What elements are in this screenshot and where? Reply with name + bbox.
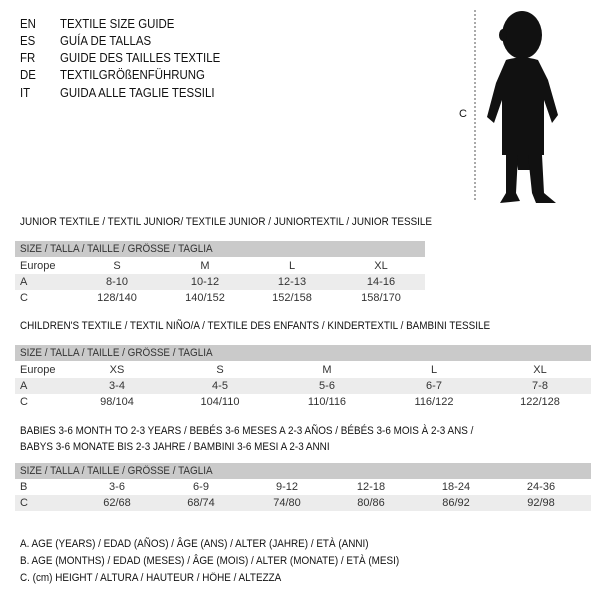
table-cell: 3-4	[109, 380, 125, 392]
size-header: SIZE / TALLA / TAILLE / GRÖSSE / TAGLIA	[15, 345, 591, 361]
lang-code: EN	[20, 16, 36, 31]
table-cell: XL	[533, 364, 547, 376]
size-header-label: SIZE / TALLA / TAILLE / GRÖSSE / TAGLIA	[20, 347, 213, 359]
table-row: B 3-6 6-9 9-12 12-18 18-24 24-36	[15, 479, 591, 495]
table-cell: 6-7	[426, 380, 442, 392]
table-cell: 140/152	[185, 292, 225, 304]
table-cell: 24-36	[526, 481, 556, 493]
row-key: B	[20, 481, 28, 493]
table-cell: 5-6	[319, 380, 335, 392]
table-cell: 4-5	[212, 380, 228, 392]
row-key: C	[20, 292, 28, 304]
table-cell: 158/170	[361, 292, 401, 304]
lang-code: DE	[20, 67, 36, 82]
table-cell: M	[200, 260, 210, 272]
legend-a: A. AGE (YEARS) / EDAD (AÑOS) / ÂGE (ANS)…	[20, 538, 369, 550]
table-cell: 6-9	[193, 481, 209, 493]
table-cell: XL	[374, 260, 388, 272]
section-title-babies-2: BABYS 3-6 MONATE BIS 2-3 JAHRE / BAMBINI…	[20, 441, 330, 453]
size-header: SIZE / TALLA / TAILLE / GRÖSSE / TAGLIA	[15, 463, 591, 479]
table-cell: XS	[109, 364, 125, 376]
guide-title: GUÍA DE TALLAS	[60, 33, 152, 48]
legend-c: C. (cm) HEIGHT / ALTURA / HAUTEUR / HÖHE…	[20, 572, 282, 584]
table-cell: L	[430, 364, 438, 376]
table-cell: L	[288, 260, 296, 272]
table-cell: 14-16	[366, 276, 396, 288]
table-row: A 8-10 10-12 12-13 14-16	[15, 274, 425, 290]
table-cell: 10-12	[190, 276, 220, 288]
table-cell: 8-10	[105, 276, 129, 288]
table-cell: M	[322, 364, 332, 376]
lang-code: IT	[20, 85, 31, 100]
row-key: C	[20, 396, 28, 408]
size-header-label: SIZE / TALLA / TAILLE / GRÖSSE / TAGLIA	[20, 243, 213, 255]
row-key: A	[20, 380, 28, 392]
table-cell: S	[113, 260, 121, 272]
guide-title: GUIDE DES TAILLES TEXTILE	[60, 50, 221, 65]
table-cell: 98/104	[100, 396, 134, 408]
table-cell: 74/80	[273, 497, 301, 509]
table-cell: 12-18	[356, 481, 386, 493]
section-title-children: CHILDREN'S TEXTILE / TEXTIL NIÑO/A / TEX…	[20, 320, 491, 332]
table-cell: 68/74	[187, 497, 215, 509]
table-row: C 98/104 104/110 110/116 116/122 122/128	[15, 394, 591, 410]
row-key: Europe	[20, 260, 56, 272]
table-cell: 18-24	[441, 481, 471, 493]
baby-silhouette-icon	[474, 10, 558, 203]
height-label: C	[459, 108, 467, 120]
table-cell: S	[216, 364, 224, 376]
table-cell: 128/140	[97, 292, 137, 304]
size-header-label: SIZE / TALLA / TAILLE / GRÖSSE / TAGLIA	[20, 465, 213, 477]
table-cell: 122/128	[520, 396, 560, 408]
size-header: SIZE / TALLA / TAILLE / GRÖSSE / TAGLIA	[15, 241, 425, 257]
table-cell: 3-6	[109, 481, 125, 493]
legend-b: B. AGE (MONTHS) / EDAD (MESES) / ÂGE (MO…	[20, 555, 400, 567]
table-cell: 12-13	[277, 276, 307, 288]
table-row: C 62/68 68/74 74/80 80/86 86/92 92/98	[15, 495, 591, 511]
table-row: A 3-4 4-5 5-6 6-7 7-8	[15, 378, 591, 394]
table-cell: 104/110	[200, 396, 240, 408]
table-cell: 62/68	[103, 497, 131, 509]
guide-title: TEXTILGRÖßENFÜHRUNG	[60, 67, 205, 82]
row-key: A	[20, 276, 28, 288]
guide-title: GUIDA ALLE TAGLIE TESSILI	[60, 85, 215, 100]
table-cell: 86/92	[442, 497, 470, 509]
table-row: C 128/140 140/152 152/158 158/170	[15, 290, 425, 306]
table-row: Europe S M L XL	[15, 258, 425, 274]
table-cell: 9-12	[275, 481, 299, 493]
guide-title: TEXTILE SIZE GUIDE	[60, 16, 175, 31]
table-cell: 152/158	[272, 292, 312, 304]
table-cell: 110/116	[307, 396, 347, 408]
row-key: C	[20, 497, 28, 509]
section-title-babies-1: BABIES 3-6 MONTH TO 2-3 YEARS / BEBÉS 3-…	[20, 425, 474, 437]
table-cell: 116/122	[414, 396, 454, 408]
section-title-junior: JUNIOR TEXTILE / TEXTIL JUNIOR/ TEXTILE …	[20, 216, 433, 228]
row-key: Europe	[20, 364, 56, 376]
table-cell: 92/98	[527, 497, 555, 509]
table-cell: 80/86	[357, 497, 385, 509]
lang-code: FR	[20, 50, 36, 65]
table-cell: 7-8	[532, 380, 548, 392]
lang-code: ES	[20, 33, 36, 48]
table-row: Europe XS S M L XL	[15, 362, 591, 378]
